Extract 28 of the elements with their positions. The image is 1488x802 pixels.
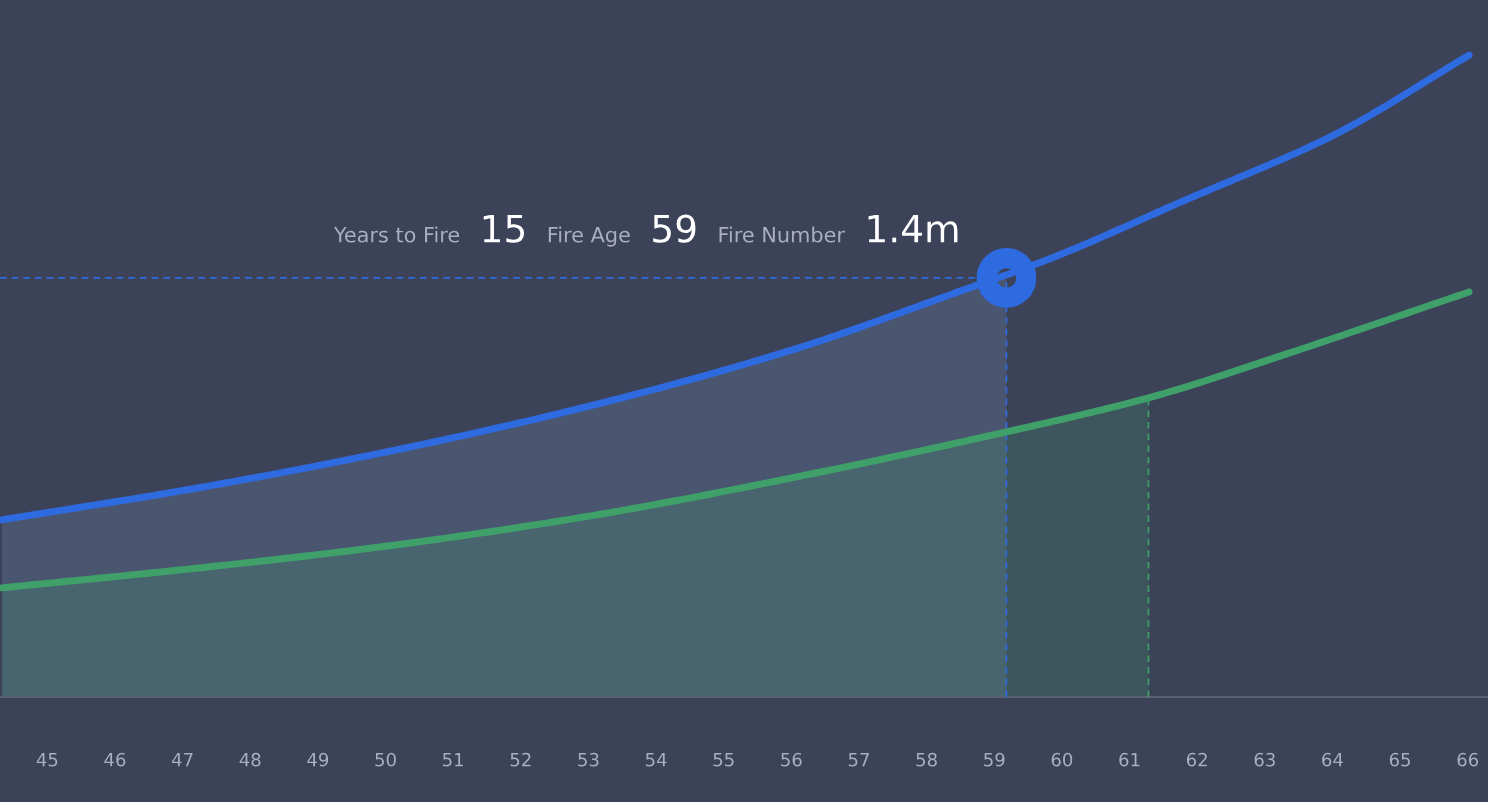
x-tick-label: 51: [443, 753, 463, 767]
x-tick-label: 58: [916, 752, 937, 767]
x-tick-label: 59: [984, 752, 1005, 767]
annotation: Fire Number: [719, 226, 845, 243]
x-tick-label: 55: [713, 753, 734, 767]
annotation: Years to Fire: [333, 226, 460, 243]
x-tick-label: 45: [36, 753, 58, 767]
x-tick-label: 56: [781, 752, 802, 767]
x-tick-label: 60: [1051, 752, 1073, 767]
x-tick-label: 61: [1119, 752, 1140, 767]
x-tick-label: 62: [1186, 752, 1207, 767]
x-tick-label: 52: [510, 752, 531, 767]
x-tick-label: 57: [848, 753, 869, 767]
x-tick-label: 66: [1457, 752, 1479, 767]
x-tick-label: 63: [1254, 752, 1275, 767]
x-tick-label: 48: [239, 752, 261, 767]
annotation: 1.4m: [868, 214, 958, 243]
annotation: 15: [483, 214, 525, 243]
x-tick-label: 64: [1322, 752, 1343, 767]
x-tick-label: 65: [1389, 752, 1410, 767]
annotation: Fire Age: [548, 226, 630, 247]
x-tick-label: 53: [578, 752, 599, 767]
x-tick-label: 47: [172, 753, 193, 767]
x-tick-label: 54: [645, 753, 667, 767]
x-tick-label: 46: [104, 752, 126, 767]
annotation: 59: [653, 214, 696, 243]
x-tick-label: 50: [375, 752, 396, 767]
x-tick-label: 49: [307, 752, 329, 767]
